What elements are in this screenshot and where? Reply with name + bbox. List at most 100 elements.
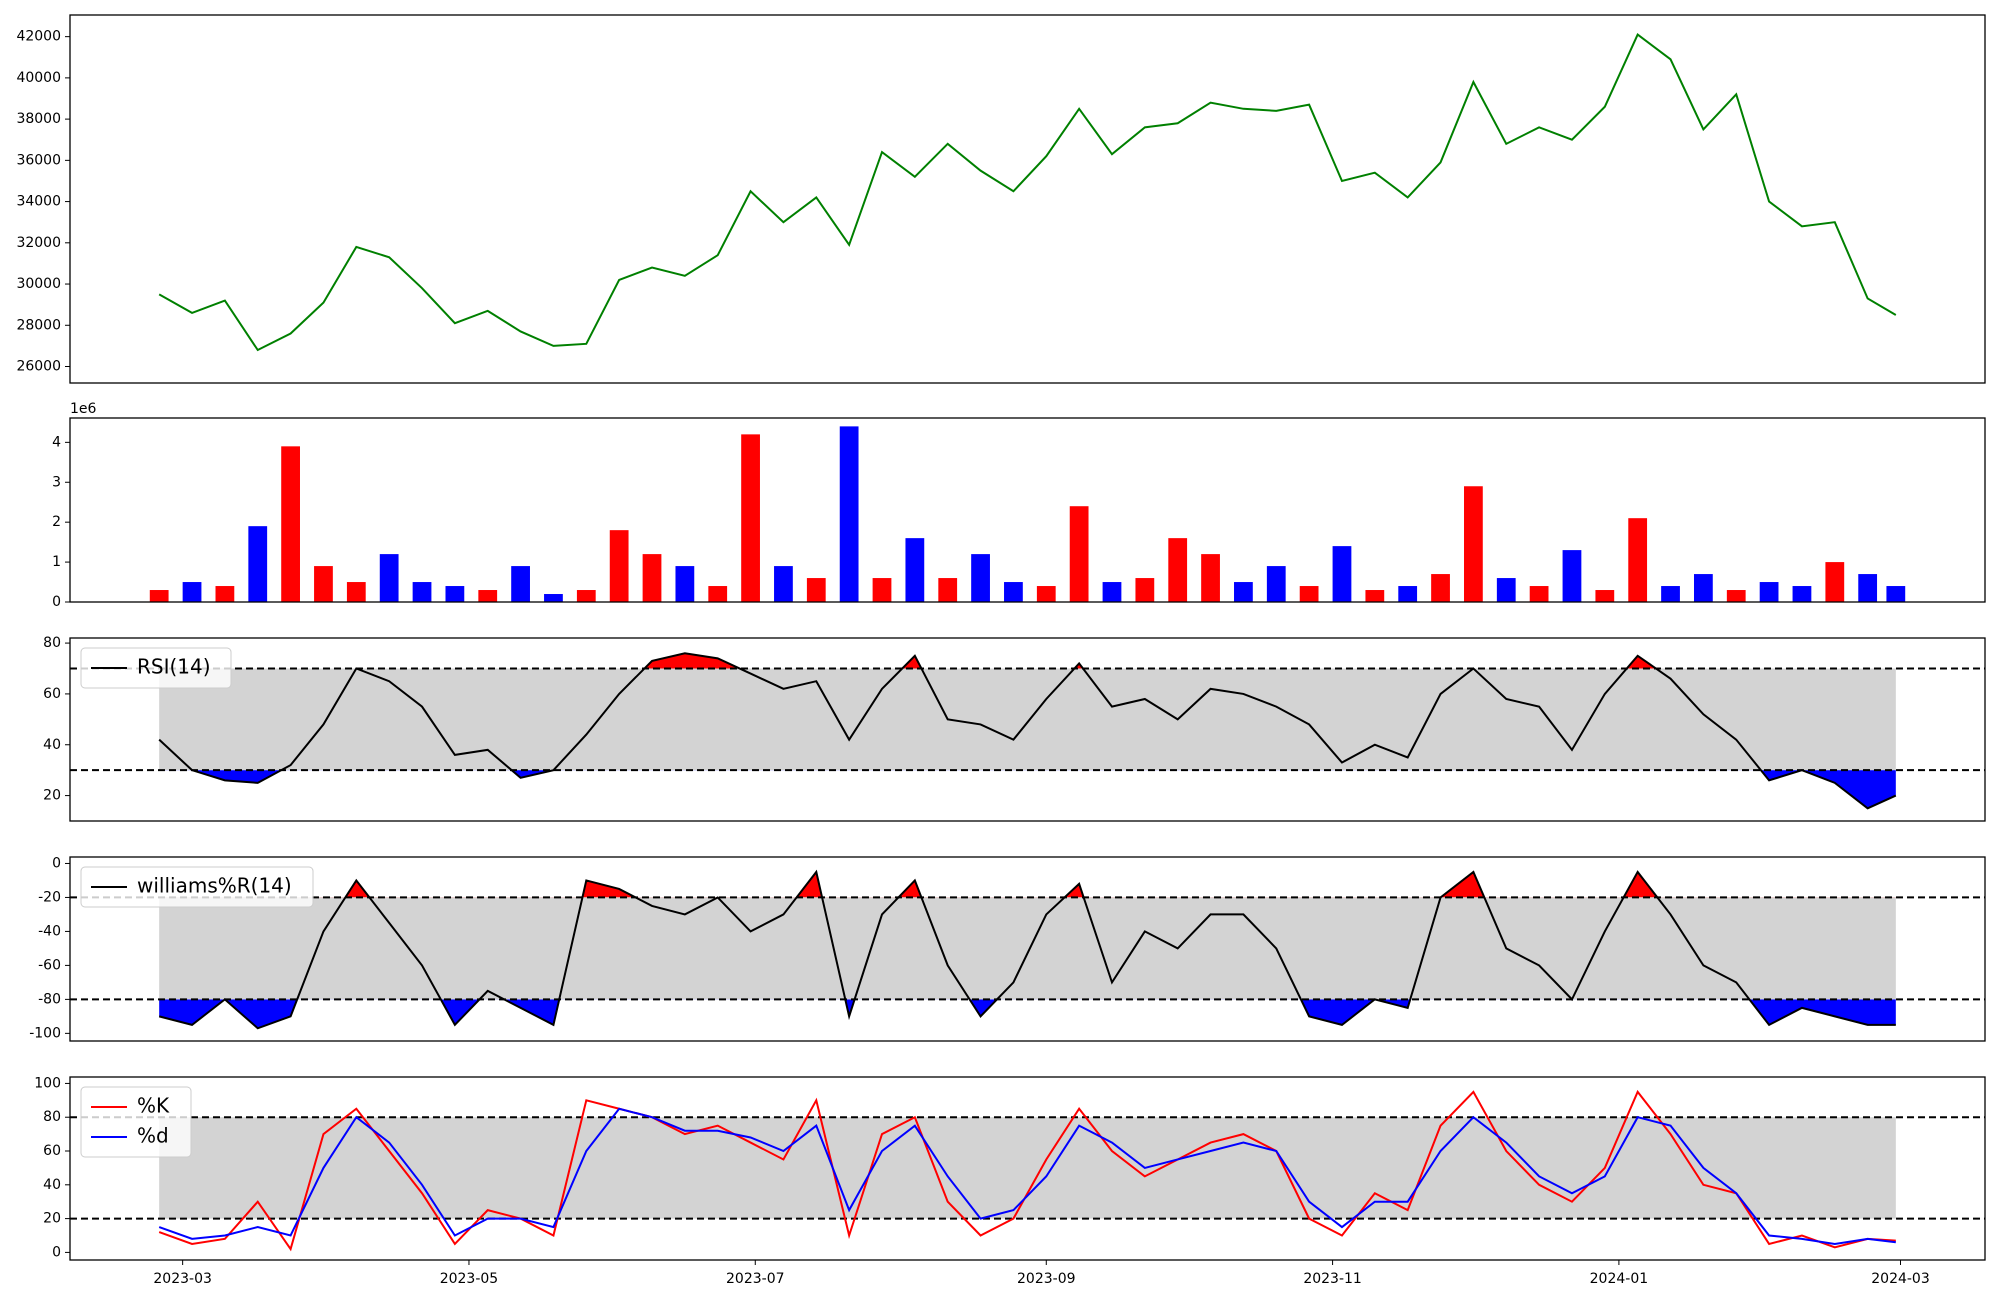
x-tick-label: 2024-03: [1871, 1271, 1930, 1287]
bar: [314, 566, 333, 602]
bar: [774, 566, 793, 602]
line: [158, 33, 1897, 352]
bar: [1036, 586, 1056, 602]
bar: [1886, 586, 1906, 602]
band: [159, 668, 1896, 771]
bar: [971, 554, 990, 602]
x-tick-label: 2024-01: [1590, 1271, 1649, 1287]
line: [158, 869, 1896, 1030]
bar: [1792, 586, 1812, 602]
bar: [609, 530, 629, 602]
y-tick-label: -80: [38, 991, 61, 1007]
legend: RSI(14): [80, 647, 232, 689]
y-tick-label: 42000: [16, 29, 61, 45]
bar: [1661, 586, 1680, 602]
x-tick-label: 2023-09: [1017, 1271, 1076, 1287]
bar: [642, 554, 662, 602]
bar: [248, 526, 268, 602]
legend-box: [80, 1086, 192, 1158]
y-tick-label: 3: [52, 474, 61, 490]
y-tick-label: 20: [43, 788, 61, 804]
y-tick-label: 80: [43, 635, 61, 651]
bar: [1299, 586, 1319, 602]
bar: [708, 586, 728, 602]
bar: [511, 566, 530, 602]
y-tick-label: 0: [52, 855, 61, 871]
bar: [741, 434, 760, 602]
y-tick-label: -60: [38, 957, 61, 973]
x-tick-label: 2023-05: [440, 1271, 499, 1287]
bar: [576, 590, 596, 602]
y-tick-label: 1: [52, 554, 61, 570]
bar: [1004, 582, 1023, 602]
bar: [149, 590, 169, 602]
y-tick-label: 60: [43, 1143, 61, 1159]
bar: [1858, 574, 1878, 602]
y-tick-label: 30000: [16, 276, 61, 292]
legend-label: RSI(14): [137, 655, 211, 679]
y-tick-label: 0: [52, 1244, 61, 1260]
y-tick-label: 38000: [16, 111, 61, 127]
y-tick-label: 32000: [16, 235, 61, 251]
bar: [872, 578, 892, 602]
bar: [445, 586, 465, 602]
bar: [1825, 562, 1845, 602]
y-tick-label: 26000: [16, 359, 61, 375]
bar: [1693, 574, 1713, 602]
bar: [1234, 582, 1253, 602]
line: [158, 1107, 1896, 1245]
y-tick-label: 100: [34, 1075, 61, 1091]
x-tick-label: 2023-07: [726, 1271, 785, 1287]
bar: [346, 582, 366, 602]
line: [158, 1089, 1896, 1252]
bar: [1496, 578, 1516, 602]
bar: [379, 554, 399, 602]
bar: [1628, 518, 1648, 602]
y-tick-label: 36000: [16, 152, 61, 168]
bar: [675, 566, 695, 602]
bar: [1168, 538, 1188, 602]
bar: [1365, 590, 1385, 602]
legend-label: %K: [137, 1094, 170, 1118]
y-tick-label: -100: [29, 1025, 61, 1041]
x-tick-label: 2023-11: [1303, 1271, 1362, 1287]
y-tick-label: 0: [52, 594, 61, 610]
axes-frame: [69, 637, 1986, 822]
line: [158, 652, 1897, 810]
bar: [1464, 486, 1483, 602]
y-tick-label: 28000: [16, 317, 61, 333]
bar: [1529, 586, 1549, 602]
band: [159, 1117, 1896, 1219]
legend-box: [80, 647, 232, 689]
bar: [905, 538, 925, 602]
axes-frame: [69, 1076, 1986, 1261]
bar: [806, 578, 826, 602]
y-tick-label: -20: [38, 889, 61, 905]
y-tick-label: 60: [43, 686, 61, 702]
bar: [1201, 554, 1220, 602]
bar: [182, 582, 202, 602]
legend: %K %d: [80, 1086, 192, 1158]
bar: [839, 426, 859, 602]
x-tick-label: 2023-03: [153, 1271, 212, 1287]
bar: [1562, 550, 1582, 602]
legend: williams%R(14): [80, 866, 314, 908]
axes-frame: [69, 417, 1986, 603]
bar: [1332, 546, 1352, 602]
bar: [281, 446, 300, 602]
y-tick-label: 80: [43, 1109, 61, 1125]
y-tick-label: 40: [43, 737, 61, 753]
bar: [1431, 574, 1450, 602]
bar: [1069, 506, 1089, 602]
bar: [1759, 582, 1779, 602]
legend-box: [80, 866, 314, 908]
bar: [1135, 578, 1155, 602]
bar: [478, 590, 498, 602]
bar: [1726, 590, 1746, 602]
bar: [412, 582, 432, 602]
bar: [1102, 582, 1122, 602]
y-tick-label: 34000: [16, 194, 61, 210]
axes-frame: [69, 14, 1986, 384]
y-tick-label: 40: [43, 1177, 61, 1193]
